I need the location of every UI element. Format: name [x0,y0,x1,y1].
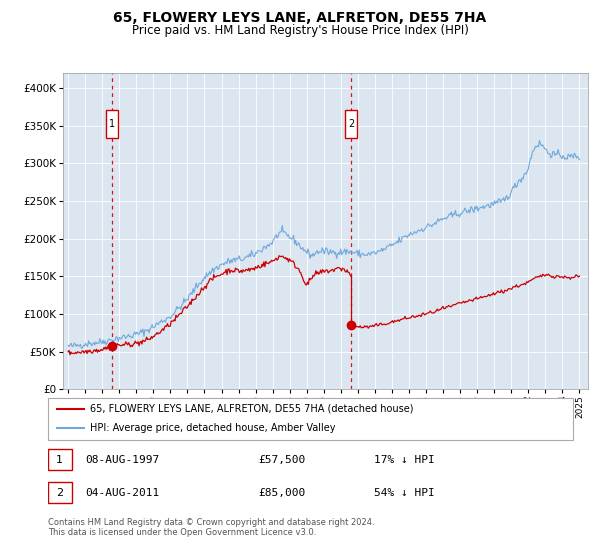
Text: 17% ↓ HPI: 17% ↓ HPI [373,455,434,465]
Bar [48,449,71,470]
Text: HPI: Average price, detached house, Amber Valley: HPI: Average price, detached house, Ambe… [90,423,335,433]
Text: Contains HM Land Registry data © Crown copyright and database right 2024.
This d: Contains HM Land Registry data © Crown c… [48,518,374,538]
Text: 2: 2 [56,488,64,498]
Bar [345,110,357,138]
Text: 54% ↓ HPI: 54% ↓ HPI [373,488,434,498]
Text: 04-AUG-2011: 04-AUG-2011 [85,488,159,498]
Text: 1: 1 [56,455,64,465]
Text: Price paid vs. HM Land Registry's House Price Index (HPI): Price paid vs. HM Land Registry's House … [131,24,469,36]
Text: £85,000: £85,000 [258,488,305,498]
Text: 65, FLOWERY LEYS LANE, ALFRETON, DE55 7HA: 65, FLOWERY LEYS LANE, ALFRETON, DE55 7H… [113,11,487,25]
Text: 65, FLOWERY LEYS LANE, ALFRETON, DE55 7HA (detached house): 65, FLOWERY LEYS LANE, ALFRETON, DE55 7H… [90,404,413,414]
Text: 2: 2 [348,119,354,129]
Text: 1: 1 [109,119,115,129]
Text: 08-AUG-1997: 08-AUG-1997 [85,455,159,465]
Bar [48,482,71,503]
Bar [106,110,118,138]
Text: £57,500: £57,500 [258,455,305,465]
